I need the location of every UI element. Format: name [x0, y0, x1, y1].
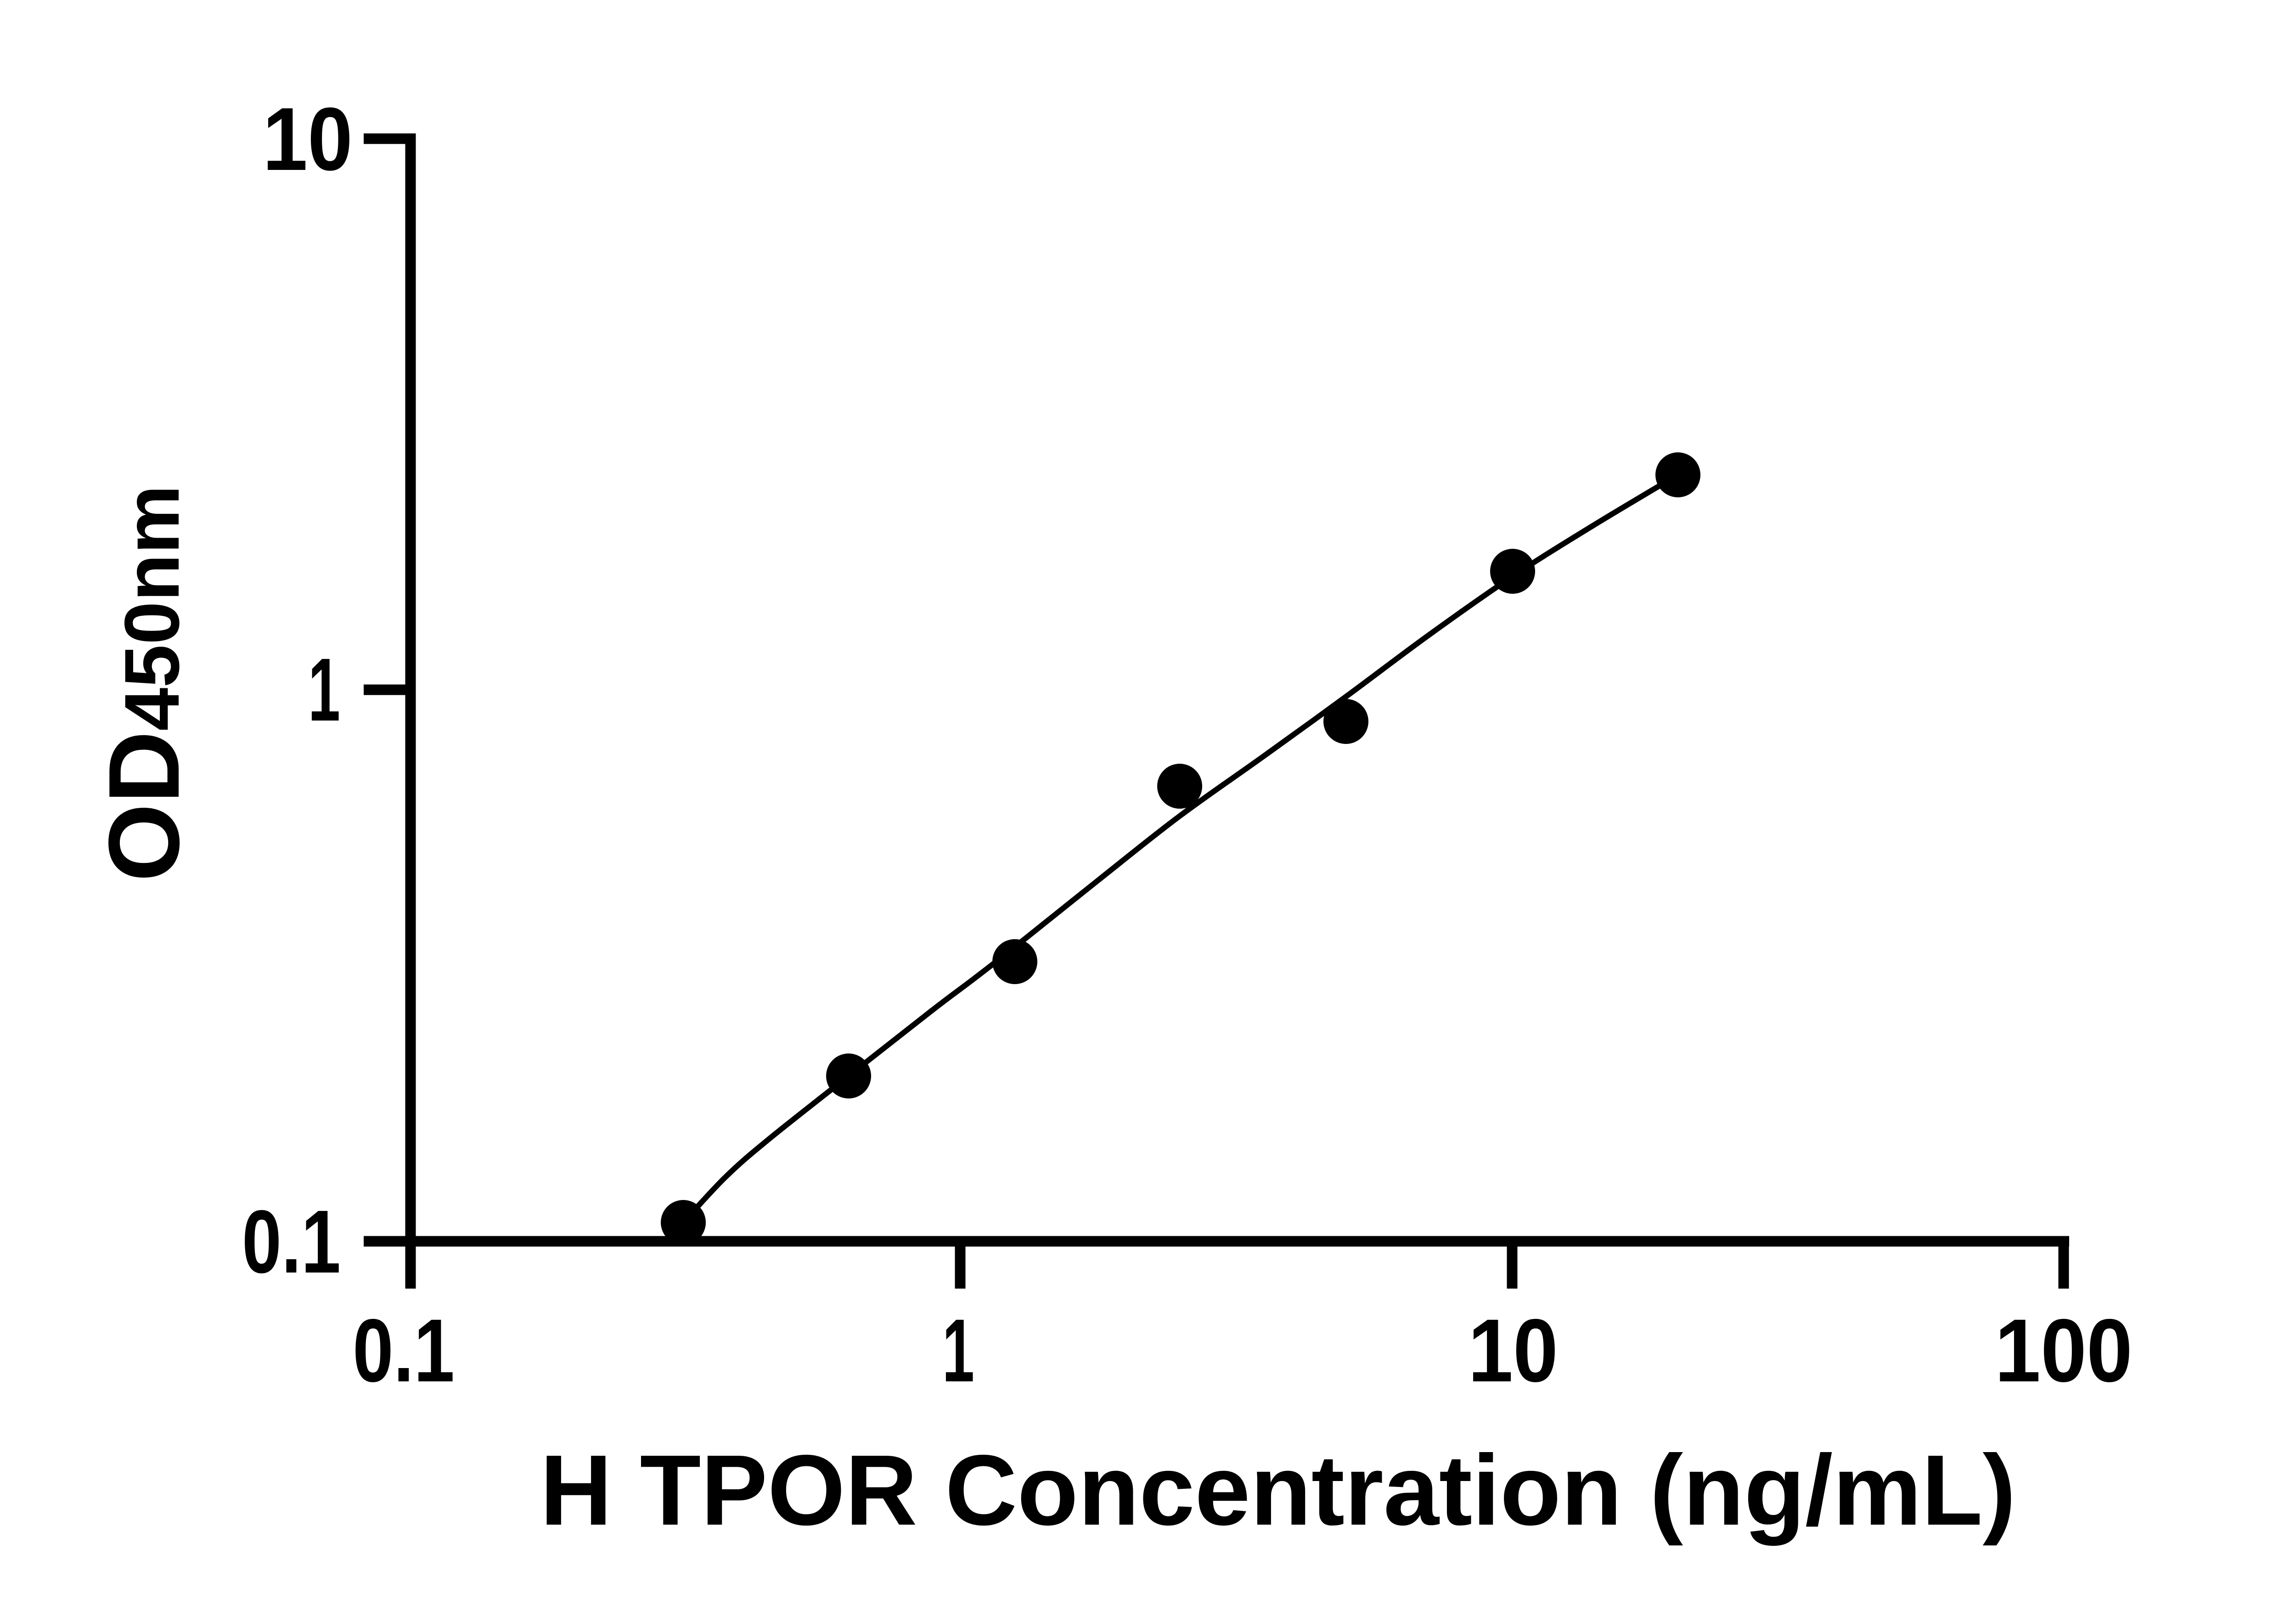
svg-text:0.1: 0.1	[353, 1301, 455, 1401]
svg-text:10: 10	[263, 89, 353, 189]
svg-text:0.1: 0.1	[242, 1192, 341, 1292]
svg-text:H TPOR Concentration (ng/mL): H TPOR Concentration (ng/mL)	[540, 1435, 2016, 1546]
svg-text:OD450nm: OD450nm	[88, 485, 200, 882]
svg-text:1: 1	[942, 1301, 974, 1401]
svg-text:100: 100	[1995, 1301, 2133, 1401]
svg-text:10: 10	[1468, 1301, 1558, 1401]
svg-text:1: 1	[308, 640, 340, 740]
